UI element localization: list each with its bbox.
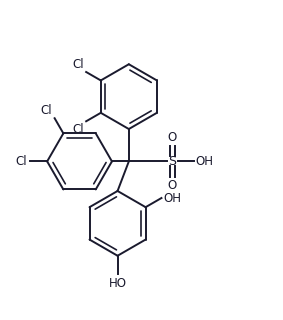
Text: Cl: Cl bbox=[72, 123, 84, 136]
Text: HO: HO bbox=[109, 277, 127, 291]
Text: S: S bbox=[168, 155, 177, 168]
Text: O: O bbox=[168, 131, 177, 144]
Text: Cl: Cl bbox=[16, 155, 27, 168]
Text: Cl: Cl bbox=[41, 104, 52, 117]
Text: Cl: Cl bbox=[72, 58, 84, 71]
Text: O: O bbox=[168, 179, 177, 192]
Text: OH: OH bbox=[196, 155, 214, 168]
Text: OH: OH bbox=[164, 191, 182, 204]
